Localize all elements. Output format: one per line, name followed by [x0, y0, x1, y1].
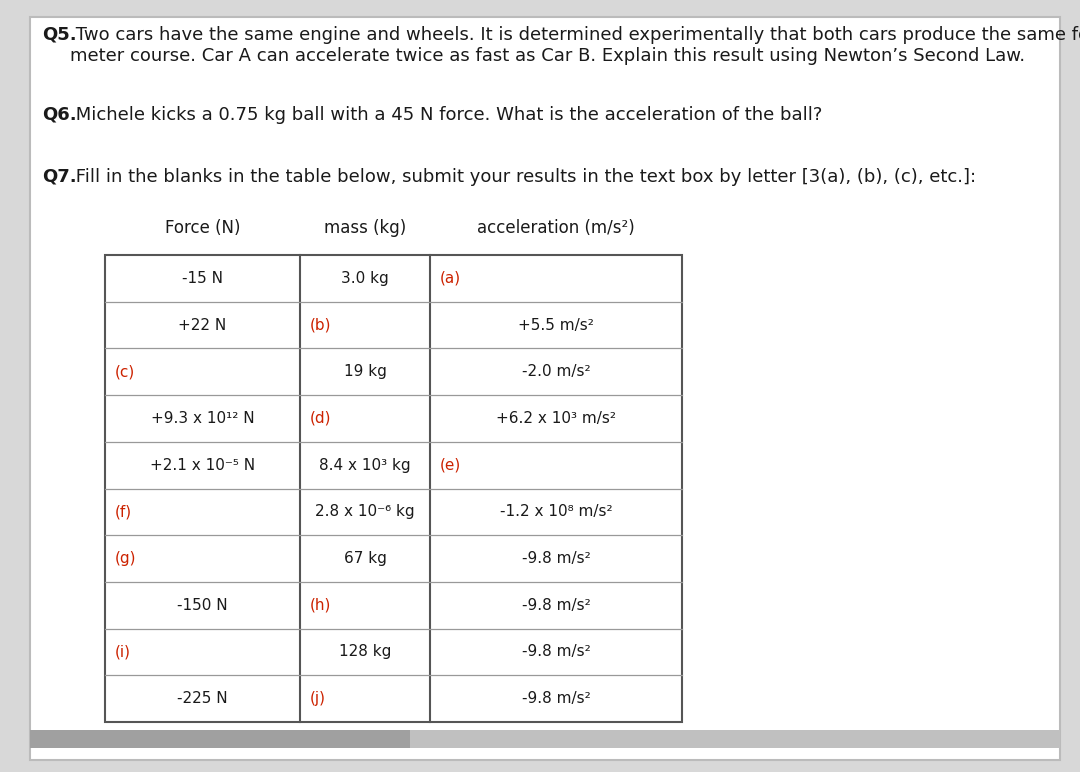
Text: 8.4 x 10³ kg: 8.4 x 10³ kg [320, 458, 410, 472]
Text: mass (kg): mass (kg) [324, 219, 406, 237]
Text: (e): (e) [440, 458, 461, 472]
Text: +22 N: +22 N [178, 317, 227, 333]
Text: (g): (g) [114, 551, 136, 566]
Text: Q5.: Q5. [42, 26, 77, 44]
Text: -2.0 m/s²: -2.0 m/s² [522, 364, 591, 379]
Text: +6.2 x 10³ m/s²: +6.2 x 10³ m/s² [496, 411, 616, 426]
Text: Two cars have the same engine and wheels. It is determined experimentally that b: Two cars have the same engine and wheels… [70, 26, 1080, 65]
Text: +5.5 m/s²: +5.5 m/s² [518, 317, 594, 333]
Text: -9.8 m/s²: -9.8 m/s² [522, 551, 591, 566]
Text: Q7.: Q7. [42, 168, 77, 186]
Text: 67 kg: 67 kg [343, 551, 387, 566]
Text: -1.2 x 10⁸ m/s²: -1.2 x 10⁸ m/s² [500, 504, 612, 520]
Text: +9.3 x 10¹² N: +9.3 x 10¹² N [151, 411, 254, 426]
Bar [30, 730, 410, 748]
Text: (a): (a) [440, 271, 461, 286]
Text: -9.8 m/s²: -9.8 m/s² [522, 691, 591, 706]
Text: 128 kg: 128 kg [339, 645, 391, 659]
Text: Fill in the blanks in the table below, submit your results in the text box by le: Fill in the blanks in the table below, s… [70, 168, 976, 186]
Text: 2.8 x 10⁻⁶ kg: 2.8 x 10⁻⁶ kg [315, 504, 415, 520]
Bar [105, 255, 681, 722]
Text: -150 N: -150 N [177, 598, 228, 613]
Text: -9.8 m/s²: -9.8 m/s² [522, 645, 591, 659]
Text: -9.8 m/s²: -9.8 m/s² [522, 598, 591, 613]
Text: 19 kg: 19 kg [343, 364, 387, 379]
Text: (b): (b) [310, 317, 332, 333]
Text: 3.0 kg: 3.0 kg [341, 271, 389, 286]
Text: +2.1 x 10⁻⁵ N: +2.1 x 10⁻⁵ N [150, 458, 255, 472]
Text: Force (N): Force (N) [165, 219, 240, 237]
Text: (i): (i) [114, 645, 131, 659]
Text: (d): (d) [310, 411, 332, 426]
Text: (f): (f) [114, 504, 132, 520]
Text: (h): (h) [310, 598, 332, 613]
Text: (j): (j) [310, 691, 326, 706]
Text: acceleration (m/s²): acceleration (m/s²) [477, 219, 635, 237]
Text: (c): (c) [114, 364, 135, 379]
Text: -225 N: -225 N [177, 691, 228, 706]
Text: -15 N: -15 N [183, 271, 222, 286]
Text: Q6.: Q6. [42, 106, 77, 124]
Bar [30, 730, 1059, 748]
Text: Michele kicks a 0.75 kg ball with a 45 N force. What is the acceleration of the : Michele kicks a 0.75 kg ball with a 45 N… [70, 106, 822, 124]
